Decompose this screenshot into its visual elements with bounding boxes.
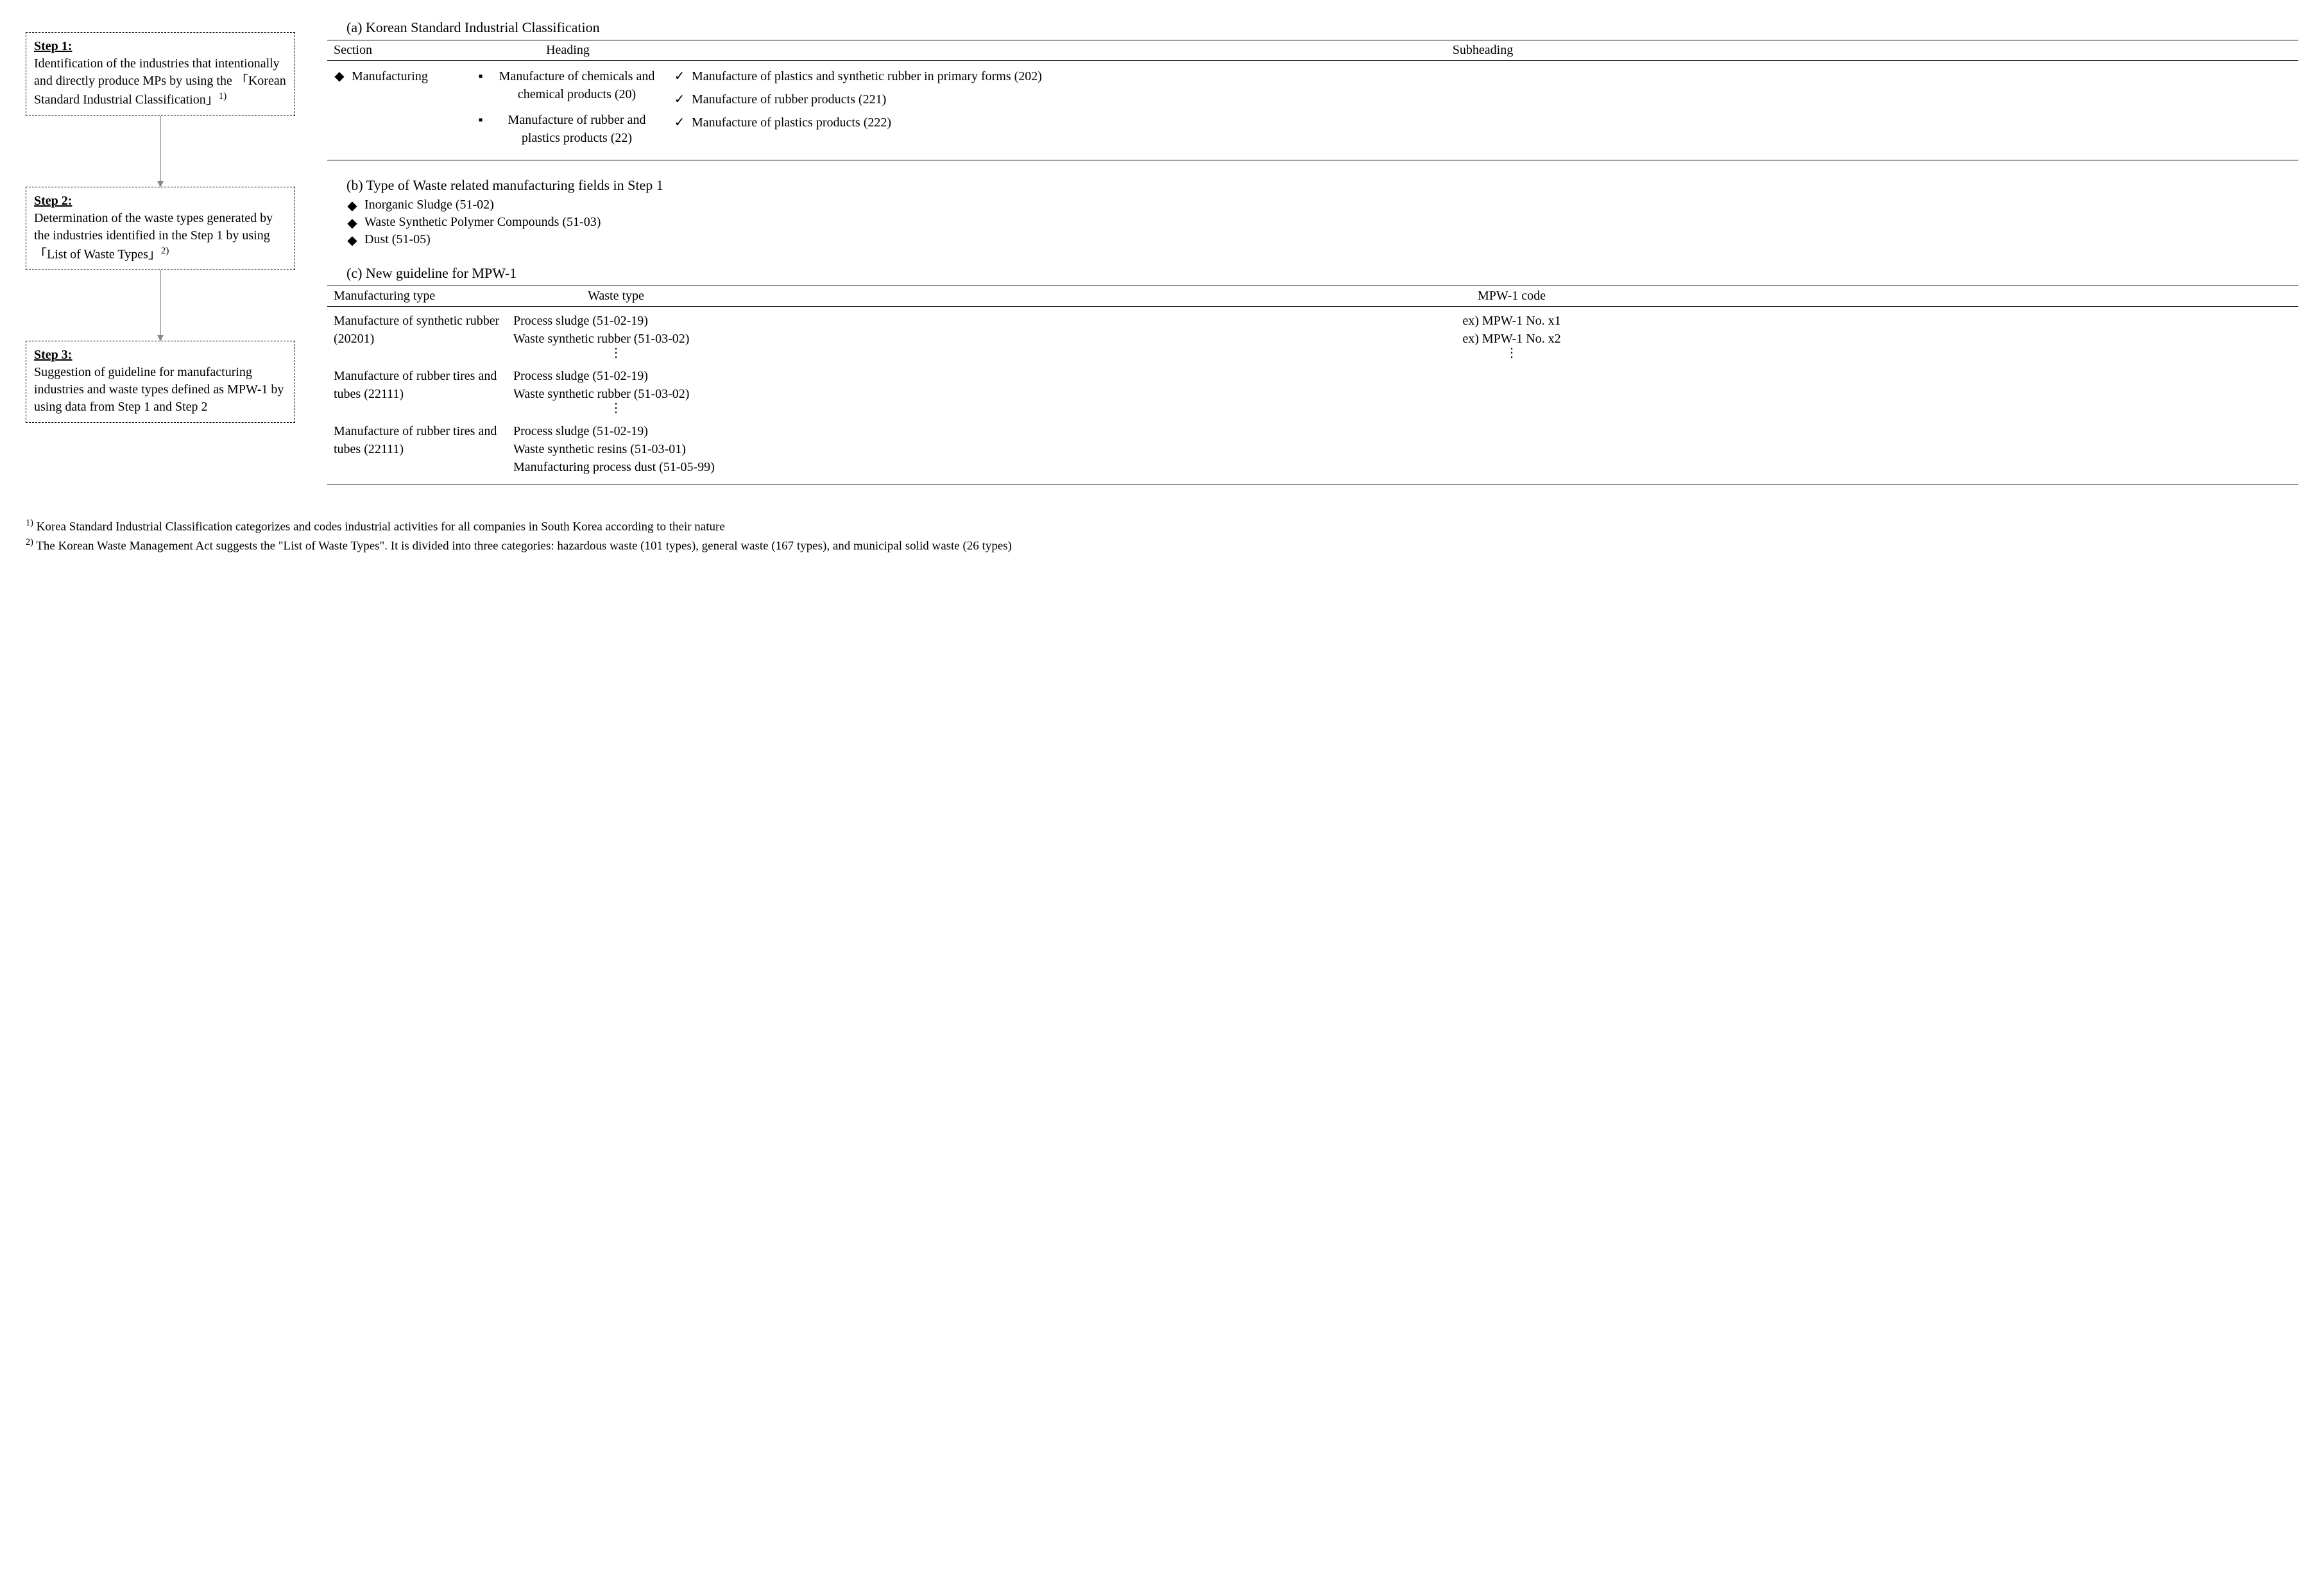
mfg-cell: Manufacture of rubber tires and tubes (2… [327, 421, 507, 459]
waste-item: Waste synthetic rubber (51-03-02) [513, 385, 719, 403]
footnote-1: 1) Korea Standard Industrial Classificat… [26, 517, 2298, 536]
check-icon: ✓ [674, 114, 685, 132]
check-icon: ✓ [674, 67, 685, 85]
table-c: Manufacturing type Waste type MPW-1 code… [327, 286, 2298, 484]
th-subheading: Subheading [667, 43, 2298, 58]
section-label: Manufacturing [352, 67, 428, 85]
waste-item: Process sludge (51-02-19) [513, 367, 719, 385]
check-icon: ✓ [674, 90, 685, 108]
diamond-icon: ◆ [346, 232, 358, 248]
code-cell: ex) MPW-1 No. x1ex) MPW-1 No. x2⋮ [725, 311, 2298, 359]
waste-item: Process sludge (51-02-19) [513, 422, 719, 440]
diamond-icon: ◆ [334, 67, 345, 85]
waste-item: Process sludge (51-02-19) [513, 312, 719, 330]
subheading-0: Manufacture of plastics and synthetic ru… [692, 67, 1042, 85]
table-a-body: ◆ Manufacturing ▪ Manufacture of chemica… [327, 61, 2298, 160]
waste-item: Manufacturing process dust (51-05-99) [513, 458, 719, 476]
cell-section: ◆ Manufacturing [327, 65, 468, 88]
heading-1: Manufacture of rubber and plastics produ… [493, 111, 661, 147]
panel-b: (b) Type of Waste related manufacturing … [327, 177, 2298, 248]
b-item-2: Dust (51-05) [364, 232, 431, 247]
panel-b-title: (b) Type of Waste related manufacturing … [346, 177, 2298, 194]
b-item-1: Waste Synthetic Polymer Compounds (51-03… [364, 215, 601, 230]
table-c-head: Manufacturing type Waste type MPW-1 code [327, 286, 2298, 307]
th-section: Section [327, 43, 468, 58]
panel-c: (c) New guideline for MPW-1 Manufacturin… [327, 265, 2298, 484]
step2-title: Step 2: [34, 194, 72, 208]
step-box-2: Step 2: Determination of the waste types… [26, 187, 295, 271]
vdots-icon: ⋮ [513, 348, 719, 358]
table-row: Manufacture of synthetic rubber (20201)P… [327, 311, 2298, 359]
cell-subheading: ✓ Manufacture of plastics and synthetic … [667, 65, 2298, 138]
step2-body: Determination of the waste types generat… [34, 211, 273, 262]
table-a: Section Heading Subheading ◆ Manufacturi… [327, 40, 2298, 160]
diamond-icon: ◆ [346, 215, 358, 231]
square-icon: ▪ [475, 67, 486, 85]
step3-body: Suggestion of guideline for manufacturin… [34, 365, 284, 414]
waste-cell: Process sludge (51-02-19)Waste synthetic… [507, 366, 725, 415]
heading-0: Manufacture of chemicals and chemical pr… [493, 67, 661, 103]
panel-c-title: (c) New guideline for MPW-1 [346, 265, 2298, 282]
arrow-2 [26, 270, 295, 341]
step1-title: Step 1: [34, 39, 72, 53]
diamond-icon: ◆ [346, 198, 358, 214]
step2-sup: 2) [161, 246, 169, 256]
panel-b-list: ◆ Inorganic Sludge (51-02) ◆ Waste Synthet… [327, 198, 2298, 248]
table-row: Manufacture of rubber tires and tubes (2… [327, 421, 2298, 477]
footnotes: 1) Korea Standard Industrial Classificat… [26, 517, 2298, 555]
code-cell [725, 421, 2298, 423]
waste-cell: Process sludge (51-02-19)Waste synthetic… [507, 421, 725, 477]
table-row: Manufacture of rubber tires and tubes (2… [327, 366, 2298, 415]
diagram-root: Step 1: Identification of the industries… [26, 19, 2298, 501]
step-box-3: Step 3: Suggestion of guideline for manu… [26, 341, 295, 423]
step-box-1: Step 1: Identification of the industries… [26, 32, 295, 116]
step1-sup: 1) [219, 91, 227, 101]
th-waste: Waste type [507, 289, 725, 304]
th-heading: Heading [468, 43, 667, 58]
code-item: ex) MPW-1 No. x2 [731, 330, 2292, 348]
step1-body: Identification of the industries that in… [34, 56, 286, 107]
square-icon: ▪ [475, 111, 486, 129]
waste-cell: Process sludge (51-02-19)Waste synthetic… [507, 311, 725, 359]
table-c-body: Manufacture of synthetic rubber (20201)P… [327, 307, 2298, 484]
arrow-1 [26, 116, 295, 187]
th-code: MPW-1 code [725, 289, 2298, 304]
waste-item: Waste synthetic rubber (51-03-02) [513, 330, 719, 348]
table-a-head: Section Heading Subheading [327, 40, 2298, 61]
b-item-0: Inorganic Sludge (51-02) [364, 198, 494, 212]
code-item: ex) MPW-1 No. x1 [731, 312, 2292, 330]
vdots-icon: ⋮ [731, 348, 2292, 358]
mfg-cell: Manufacture of synthetic rubber (20201) [327, 311, 507, 349]
waste-item: Waste synthetic resins (51-03-01) [513, 440, 719, 458]
subheading-1: Manufacture of rubber products (221) [692, 90, 886, 108]
step3-title: Step 3: [34, 348, 72, 362]
cell-heading: ▪ Manufacture of chemicals and chemical … [468, 65, 667, 153]
subheading-2: Manufacture of plastics products (222) [692, 114, 891, 132]
flow-column: Step 1: Identification of the industries… [26, 19, 295, 423]
panel-a: (a) Korean Standard Industrial Classific… [327, 19, 2298, 160]
right-column: (a) Korean Standard Industrial Classific… [327, 19, 2298, 501]
code-cell [725, 366, 2298, 368]
mfg-cell: Manufacture of rubber tires and tubes (2… [327, 366, 507, 404]
panel-a-title: (a) Korean Standard Industrial Classific… [346, 19, 2298, 36]
th-mfg: Manufacturing type [327, 289, 507, 304]
footnote-2: 2) The Korean Waste Management Act sugge… [26, 536, 2298, 555]
vdots-icon: ⋮ [513, 403, 719, 413]
